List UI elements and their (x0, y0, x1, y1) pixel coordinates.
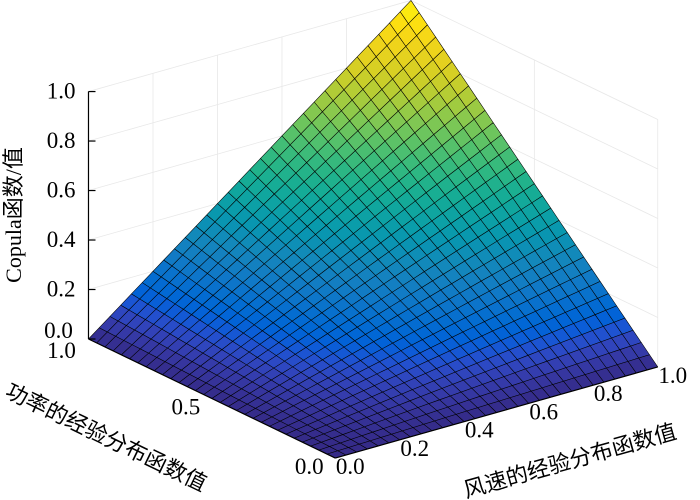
svg-text:0.0: 0.0 (336, 454, 365, 479)
svg-text:0.5: 0.5 (172, 395, 201, 420)
svg-text:0.8: 0.8 (594, 381, 623, 406)
svg-text:0.8: 0.8 (47, 128, 76, 153)
svg-text:1.0: 1.0 (658, 363, 687, 388)
svg-text:Copula函数/值: Copula函数/值 (1, 147, 26, 283)
svg-text:0.0: 0.0 (295, 454, 324, 479)
svg-text:1.0: 1.0 (47, 79, 76, 104)
svg-text:0.6: 0.6 (47, 178, 76, 203)
svg-text:0.6: 0.6 (529, 399, 558, 424)
svg-text:0.4: 0.4 (465, 418, 494, 443)
svg-text:0.4: 0.4 (47, 227, 76, 252)
svg-text:0.2: 0.2 (400, 436, 429, 461)
svg-text:0.2: 0.2 (47, 277, 76, 302)
svg-text:1.0: 1.0 (47, 338, 76, 363)
